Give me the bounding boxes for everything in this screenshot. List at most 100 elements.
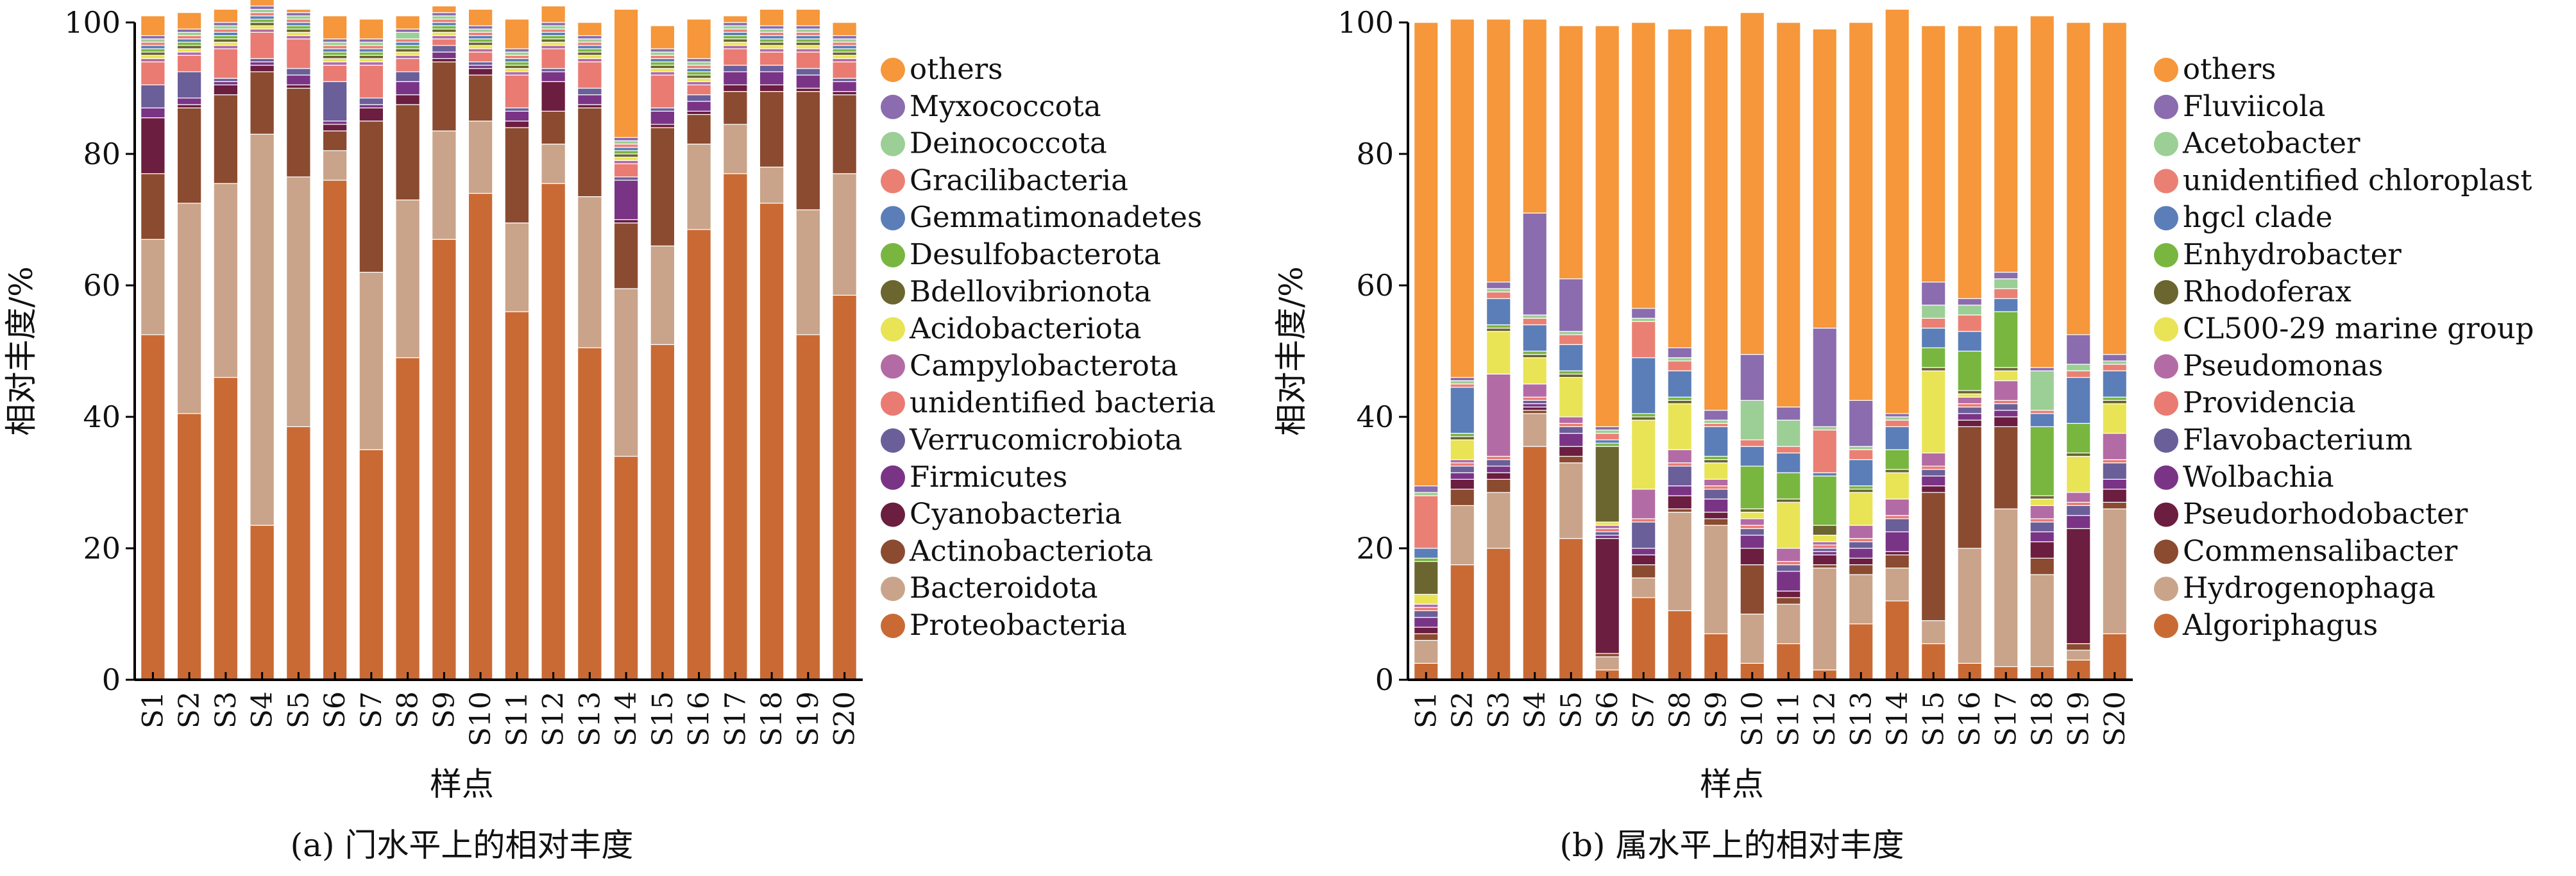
bar-segment-S7-providencia xyxy=(1631,518,1656,523)
bar-segment-S11-gracilibacteria xyxy=(504,55,530,59)
bar-segment-S2-unidentified-chloroplast xyxy=(1450,383,1475,388)
bar-segment-S2-acidobacteriota xyxy=(176,48,202,53)
bar-segment-S9-providencia xyxy=(1704,485,1729,490)
bar-segment-S14-unidentified-chloroplast xyxy=(1885,419,1910,427)
bar-segment-S16-gemmatimonadetes xyxy=(686,68,711,72)
bar-segment-S14-algoriphagus xyxy=(1885,600,1910,680)
legend-label-others: others xyxy=(2183,52,2276,86)
bar-segment-S3-bdellovibrionota xyxy=(213,38,239,43)
y-tick-label: 20 xyxy=(83,531,121,566)
bar-segment-S20-acidobacteriota xyxy=(832,55,857,59)
bar-segment-S1-cyanobacteria xyxy=(140,117,165,174)
bar-segment-S19-campylobacterota xyxy=(795,48,821,53)
legend-label-hgcl-clade: hgcl clade xyxy=(2183,200,2333,234)
legend-swatch xyxy=(881,354,905,379)
bar-segment-S3-acidobacteriota xyxy=(213,42,239,46)
bar-segment-S19-rhodoferax xyxy=(2066,452,2091,457)
legend-swatch xyxy=(881,131,905,156)
bar-segment-S3-unidentified-chloroplast xyxy=(1486,291,1511,299)
bar-segment-S1-campylobacterota xyxy=(140,58,165,63)
bar-segment-S18-hgcl-clade xyxy=(2029,413,2055,427)
legend-swatch xyxy=(2154,502,2178,527)
bar-segment-S20-acetobacter xyxy=(2102,360,2128,365)
bar-segment-S11-bdellovibrionota xyxy=(504,65,530,69)
bar-segment-S6-flavobacterium xyxy=(1595,531,1620,536)
bar-segment-S13-gracilibacteria xyxy=(577,42,602,46)
bar-segment-S20-wolbachia xyxy=(2102,478,2128,490)
bar-segment-S20-pseudomonas xyxy=(2102,433,2128,460)
bar-segment-S12-cl500-29-marine-group xyxy=(1812,534,1838,543)
bar-segment-S9-gemmatimonadetes xyxy=(432,22,457,26)
bar-segment-S3-unidentified-bacteria xyxy=(213,48,239,79)
bar-segment-S12-cyanobacteria xyxy=(541,81,566,112)
bar-segment-S8-enhydrobacter xyxy=(1667,396,1693,401)
bar-segment-S3-commensalibacter xyxy=(1486,478,1511,493)
bar-segment-S15-pseudorhodobacter xyxy=(1921,485,1946,493)
bar-segment-S19-gracilibacteria xyxy=(795,31,821,37)
bar-segment-S5-pseudorhodobacter xyxy=(1559,446,1584,457)
bar-segment-S7-actinobacteriota xyxy=(359,121,384,273)
bar-segment-S11-others xyxy=(504,19,530,49)
bar-segment-S17-others xyxy=(1994,25,2019,273)
bar-segment-S9-others xyxy=(1704,25,1729,411)
bar-segment-S7-others xyxy=(359,19,384,40)
bar-segment-S12-acidobacteriota xyxy=(541,42,566,46)
bar-segment-S14-pseudorhodobacter xyxy=(1885,551,1910,555)
legend-swatch xyxy=(2154,58,2178,82)
legend: AlgoriphagusHydrogenophagaCommensalibact… xyxy=(2154,52,2534,642)
bar-segment-S7-pseudorhodobacter xyxy=(1631,554,1656,566)
bar-segment-S11-bacteroidota xyxy=(504,223,530,312)
bar-segment-S5-hgcl-clade xyxy=(1559,344,1584,371)
legend-swatch xyxy=(881,243,905,267)
y-tick-label: 60 xyxy=(1356,268,1394,303)
bar-segment-S15-fluviicola xyxy=(1921,282,1946,306)
bar-segment-S5-others xyxy=(1559,25,1584,280)
bar-segment-S14-others xyxy=(1885,8,1910,414)
bar-segment-S4-pseudomonas xyxy=(1522,383,1548,398)
bar-segment-S16-cyanobacteria xyxy=(686,110,711,115)
bar-segment-S12-others xyxy=(541,5,566,23)
bar-segment-S17-pseudorhodobacter xyxy=(1994,416,2019,427)
bar-segment-S12-rhodoferax xyxy=(1812,525,1838,536)
bar-segment-S14-others xyxy=(613,8,639,138)
bar-segment-S1-cl500-29-marine-group xyxy=(1414,594,1439,605)
bar-segment-S11-wolbachia xyxy=(1776,571,1801,592)
bar-segment-S3-acetobacter xyxy=(1486,288,1511,292)
bar-segment-S17-hgcl-clade xyxy=(1994,298,2019,312)
bar-segment-S12-others xyxy=(1812,28,1838,329)
x-axis-title: 样点 xyxy=(430,766,494,803)
bar-segment-S14-campylobacterota xyxy=(613,160,639,164)
y-tick-label: 80 xyxy=(83,137,121,171)
bar-segment-S6-others xyxy=(1595,25,1620,427)
bar-segment-S9-cyanobacteria xyxy=(432,58,457,63)
bar-segment-S18-flavobacterium xyxy=(2029,521,2055,532)
bar-segment-S2-pseudorhodobacter xyxy=(1450,478,1475,490)
x-tick-label-s17: S17 xyxy=(1990,691,2022,746)
bar-segment-S17-bdellovibrionota xyxy=(723,38,748,43)
bar-segment-S16-wolbachia xyxy=(1957,413,1983,421)
bar-segment-S16-verrucomicrobiota xyxy=(686,94,711,102)
bar-segment-S19-hgcl-clade xyxy=(2066,376,2091,424)
bar-segment-S10-providencia xyxy=(1740,525,1765,529)
bar-segment-S2-firmicutes xyxy=(176,97,202,105)
bar-segment-S16-hydrogenophaga xyxy=(1957,548,1983,664)
bar-segment-S15-bacteroidota xyxy=(650,245,675,345)
bar-segment-S17-acidobacteriota xyxy=(723,42,748,46)
bar-segment-S14-verrucomicrobiota xyxy=(613,176,639,181)
bar-segment-S18-enhydrobacter xyxy=(2029,426,2055,496)
bar-segment-S1-bdellovibrionota xyxy=(140,51,165,56)
bar-segment-S13-acetobacter xyxy=(1849,446,1874,450)
bar-segment-S15-unidentified-chloroplast xyxy=(1921,317,1946,329)
bar-segment-S8-fluviicola xyxy=(1667,347,1693,358)
bar-segment-S5-gemmatimonadetes xyxy=(286,22,311,26)
bar-segment-S11-proteobacteria xyxy=(504,311,530,680)
bar-segment-S6-fluviicola xyxy=(1595,426,1620,431)
bar-segment-S11-desulfobacterota xyxy=(504,61,530,66)
bar-segment-S10-acidobacteriota xyxy=(468,45,493,49)
bar-segment-S10-rhodoferax xyxy=(1740,508,1765,513)
x-tick-label-s9: S9 xyxy=(1700,691,1733,729)
bar-segment-S18-providencia xyxy=(2029,518,2055,523)
bar-segment-S19-bacteroidota xyxy=(795,209,821,335)
bar-segment-S7-desulfobacterota xyxy=(359,51,384,56)
